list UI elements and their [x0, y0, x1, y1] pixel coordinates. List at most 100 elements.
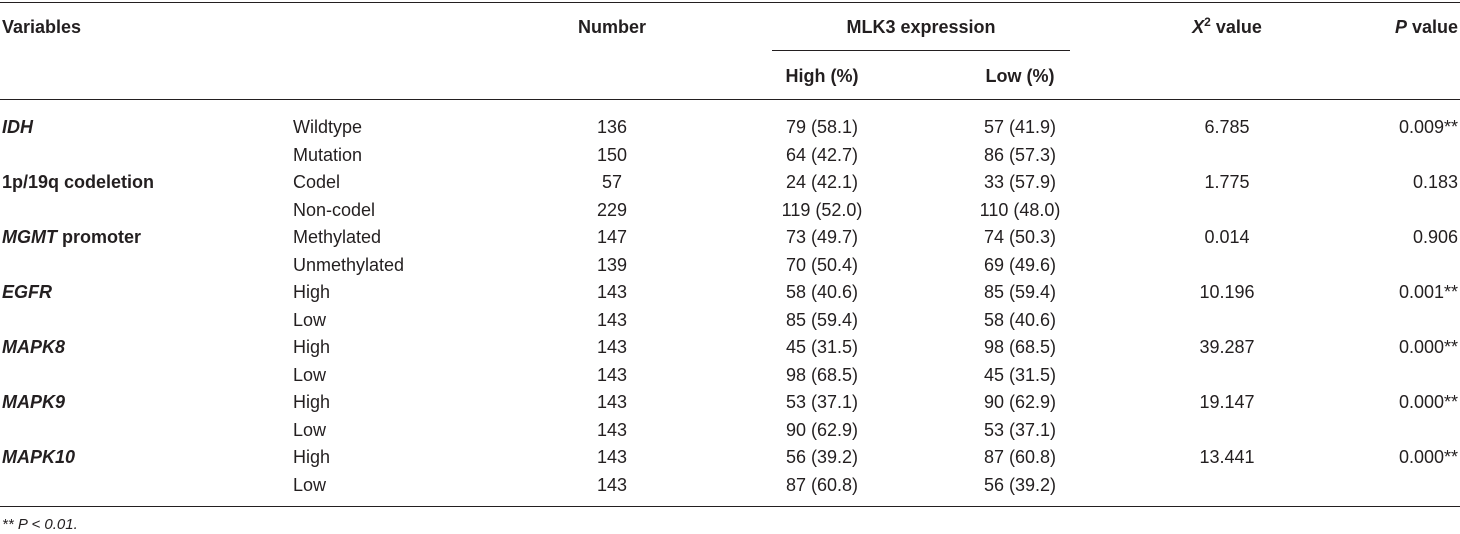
cell-number: 150	[596, 144, 628, 165]
cell-low: 85 (59.4)	[983, 282, 1057, 302]
cell-high: 45 (31.5)	[785, 337, 859, 357]
header-variables: Variables	[2, 17, 82, 37]
cell-p: 0.000**	[1398, 392, 1458, 412]
cell-low: 69 (49.6)	[983, 254, 1057, 275]
row-variable: EGFR	[2, 281, 52, 303]
row-variable-suffix: promoter	[56, 227, 141, 247]
row-variable-name: 1p/19q codeletion	[2, 172, 155, 192]
row-variable-name: IDH	[2, 117, 33, 137]
cell-low: 87 (60.8)	[983, 447, 1057, 467]
cell-number: 139	[596, 254, 628, 275]
p-symbol: P	[1394, 17, 1407, 37]
row-variable: IDH	[2, 116, 33, 138]
cell-subgroup: High	[293, 337, 331, 357]
row-variable-name: MAPK10	[2, 447, 76, 467]
top-rule	[0, 2, 1460, 3]
cell-high: 70 (50.4)	[785, 254, 859, 275]
header-mlk3-expression: MLK3 expression	[846, 17, 996, 37]
cell-subgroup: Methylated	[293, 227, 382, 247]
expression-underline	[772, 50, 1070, 51]
header-rule	[0, 99, 1460, 100]
row-variable: MAPK10	[2, 446, 75, 468]
cell-high: 98 (68.5)	[785, 364, 859, 385]
cell-subgroup: High	[293, 282, 331, 302]
cell-subgroup: Non-codel	[293, 199, 376, 220]
cell-number: 143	[596, 392, 628, 412]
cell-subgroup: High	[293, 392, 331, 412]
cell-low: 74 (50.3)	[983, 227, 1057, 247]
cell-chi2: 19.147	[1199, 392, 1255, 412]
cell-number: 143	[596, 282, 628, 302]
cell-chi2: 10.196	[1199, 282, 1255, 302]
cell-number: 147	[596, 227, 628, 247]
cell-subgroup: Mutation	[293, 144, 363, 165]
footnote: ** P < 0.01.	[2, 516, 78, 533]
cell-number: 143	[596, 474, 628, 495]
cell-high: 90 (62.9)	[785, 419, 859, 440]
row-variable: 1p/19q codeletion	[2, 171, 154, 193]
header-p-value: P value	[1258, 16, 1458, 38]
chi-superscript: 2	[1204, 15, 1211, 29]
cell-chi2: 39.287	[1199, 337, 1255, 357]
cell-low: 90 (62.9)	[983, 392, 1057, 412]
header-chi-square: X2 value	[1127, 16, 1327, 38]
cell-low: 45 (31.5)	[983, 364, 1057, 385]
cell-p: 0.001**	[1398, 282, 1458, 302]
cell-number: 57	[601, 172, 623, 192]
cell-low: 56 (39.2)	[983, 474, 1057, 495]
cell-number: 143	[596, 419, 628, 440]
cell-low: 86 (57.3)	[983, 144, 1057, 165]
cell-high: 85 (59.4)	[785, 309, 859, 330]
cell-subgroup: Wildtype	[293, 117, 363, 137]
cell-p: 0.183	[1412, 172, 1458, 192]
cell-high: 87 (60.8)	[785, 474, 859, 495]
cell-p: 0.000**	[1398, 337, 1458, 357]
cell-number: 143	[596, 309, 628, 330]
cell-high: 119 (52.0)	[781, 199, 863, 220]
row-variable: MGMT promoter	[2, 226, 141, 248]
cell-low: 58 (40.6)	[983, 309, 1057, 330]
cell-low: 98 (68.5)	[983, 337, 1057, 357]
cell-chi2: 0.014	[1204, 227, 1250, 247]
cell-low: 110 (48.0)	[979, 199, 1061, 220]
cell-number: 136	[596, 117, 628, 137]
p-rest: value	[1406, 17, 1458, 37]
cell-low: 53 (37.1)	[983, 419, 1057, 440]
cell-subgroup: Codel	[293, 172, 341, 192]
cell-number: 143	[596, 337, 628, 357]
cell-low: 57 (41.9)	[983, 117, 1057, 137]
header-low: Low (%)	[985, 66, 1055, 86]
header-high: High (%)	[785, 66, 859, 86]
cell-high: 53 (37.1)	[785, 392, 859, 412]
cell-p: 0.000**	[1398, 447, 1458, 467]
cell-p: 0.009**	[1398, 117, 1458, 137]
cell-subgroup: Low	[293, 309, 327, 330]
chi-symbol: X	[1192, 17, 1205, 37]
cell-low: 33 (57.9)	[983, 172, 1057, 192]
row-variable-name: MGMT	[2, 227, 57, 247]
row-variable: MAPK9	[2, 391, 65, 413]
chi-rest: value	[1210, 17, 1262, 37]
cell-p: 0.906	[1412, 227, 1458, 247]
cell-subgroup: Low	[293, 419, 327, 440]
cell-subgroup: Low	[293, 364, 327, 385]
cell-high: 73 (49.7)	[785, 227, 859, 247]
cell-high: 58 (40.6)	[785, 282, 859, 302]
row-variable-name: MAPK9	[2, 392, 66, 412]
cell-high: 24 (42.1)	[785, 172, 859, 192]
row-variable-name: EGFR	[2, 282, 53, 302]
cell-number: 143	[596, 364, 628, 385]
cell-number: 143	[596, 447, 628, 467]
cell-chi2: 13.441	[1199, 447, 1255, 467]
header-number: Number	[577, 17, 646, 37]
cell-high: 79 (58.1)	[785, 117, 859, 137]
cell-subgroup: High	[293, 447, 331, 467]
cell-subgroup: Unmethylated	[293, 254, 405, 275]
cell-subgroup: Low	[293, 474, 327, 495]
cell-chi2: 1.775	[1204, 172, 1250, 192]
cell-high: 64 (42.7)	[785, 144, 859, 165]
row-variable: MAPK8	[2, 336, 65, 358]
cell-high: 56 (39.2)	[785, 447, 859, 467]
bottom-rule	[0, 506, 1460, 507]
row-variable-name: MAPK8	[2, 337, 66, 357]
